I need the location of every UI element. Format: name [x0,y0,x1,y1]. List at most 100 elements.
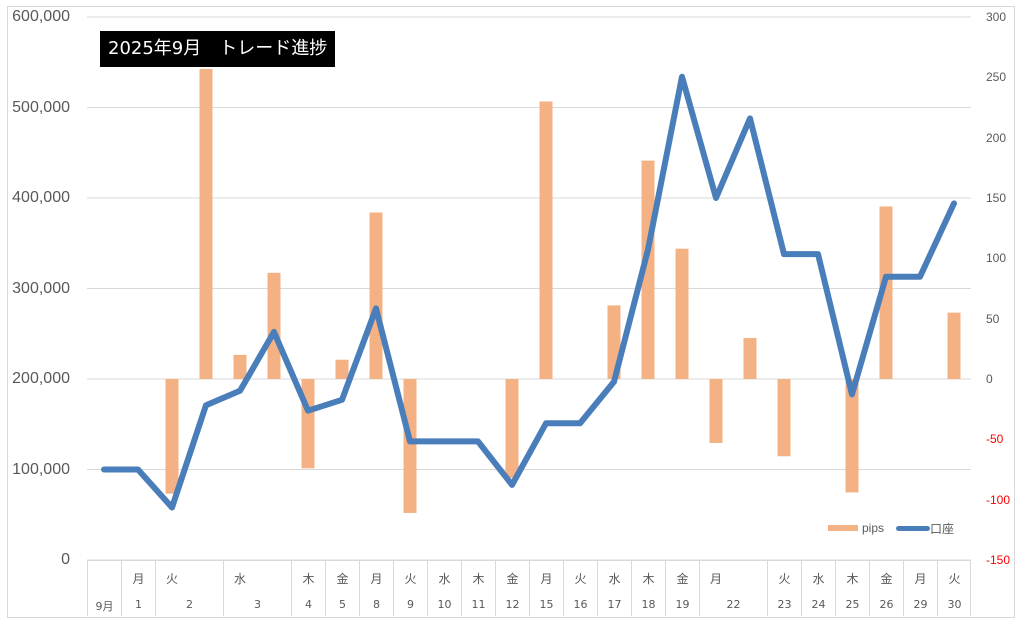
legend-pips-swatch [828,525,858,531]
right-axis-tick: 50 [986,311,1000,326]
pips-bar [743,337,757,379]
category-cell: 金 26 [869,560,903,616]
weekday-label: 木 [846,572,859,586]
left-axis-tick: 500,000 [12,98,70,116]
weekday-label: 水 [812,572,825,586]
left-axis-tick: 100,000 [12,460,70,478]
right-axis-tick: 250 [986,70,1007,85]
day-label: 11 [471,598,486,611]
weekday-label: 火 [948,572,961,586]
weekday-label: 水 [608,572,621,586]
legend-pips-label: pips [862,521,885,535]
weekday-label: 木 [642,572,655,586]
weekday-label: 月 [540,572,553,586]
day-label: 26 [879,598,894,611]
day-label: 25 [845,598,860,611]
weekday-label: 月 [132,572,145,586]
category-cell: 木 25 [835,560,869,616]
category-cell: 9月 [87,560,121,616]
weekday-label: 月 [710,572,723,586]
pips-bar [947,312,961,379]
left-axis-tick: 400,000 [12,189,70,206]
day-label: 12 [505,598,520,611]
category-cell: 月 15 [529,560,563,616]
day-label: 30 [947,598,962,611]
weekday-label: 木 [302,572,315,586]
legend: pips 口座 [828,520,954,536]
day-label: 24 [811,598,826,611]
category-cell: 火 16 [563,560,597,616]
category-cell: 月 22 [699,560,767,616]
right-axis-tick: -100 [986,492,1011,507]
pips-bar [709,379,723,443]
day-label: 2 [186,598,193,611]
day-label: 3 [254,598,261,611]
right-axis-tick: 150 [986,191,1007,205]
day-label: 10 [437,598,452,611]
weekday-label: 木 [472,572,485,586]
left-axis-tick: 600,000 [12,8,70,25]
pips-bar [369,212,383,379]
pips-bar [267,272,281,379]
category-cell: 木 18 [631,560,665,616]
account-line [101,73,957,511]
day-label: 16 [573,598,588,611]
day-label: 9月 [95,600,114,613]
day-label: 19 [675,598,690,611]
pips-bar [675,248,689,379]
day-label: 1 [135,598,142,611]
weekday-label: 金 [676,572,689,586]
legend-account-label: 口座 [930,521,955,536]
left-axis-tick: 200,000 [12,370,70,387]
weekday-label: 水 [234,572,247,586]
right-axis-tick: 300 [986,10,1007,24]
chart-title: 2025年9月 トレード進捗 [100,31,336,67]
day-label: 4 [305,598,312,611]
pips-bar [199,68,213,380]
weekday-label: 月 [370,572,383,586]
day-label: 17 [607,598,622,611]
pips-bar [233,354,247,379]
pips-bar [301,379,315,469]
day-label: 29 [913,598,928,611]
weekday-label: 火 [404,572,417,586]
weekday-label: 金 [506,572,519,586]
gridlines [87,16,971,561]
right-axis-tick: 100 [986,251,1007,266]
weekday-label: 火 [778,572,791,586]
pips-bar [641,160,655,379]
category-cell: 金 19 [665,560,699,616]
category-cell: 火 30 [937,560,971,616]
weekday-label: 火 [574,572,587,586]
pips-bars [165,68,961,513]
pips-bar [165,379,179,494]
pips-bar [879,206,893,379]
category-cell: 月 29 [903,560,937,616]
left-axis-tick: 0 [61,551,70,568]
weekday-label: 金 [880,572,893,586]
pips-bar [539,101,553,379]
category-cell: 水 17 [597,560,631,616]
right-axis-tick: 200 [986,130,1007,145]
weekday-label: 火 [166,572,179,586]
weekday-label: 金 [336,572,349,586]
day-label: 22 [726,598,741,611]
right-axis-tick: -150 [986,553,1011,567]
right-axis-tick: 0 [986,372,993,386]
pips-bar [845,379,859,493]
legend-account-swatch [896,525,931,531]
left-axis-tick: 300,000 [12,279,70,297]
category-cell: 水 10 [427,560,461,616]
day-label: 8 [373,598,380,611]
pips-bar [403,379,417,513]
category-cell: 木 11 [461,560,495,616]
pips-bar [505,379,519,478]
weekday-label: 水 [438,572,451,586]
